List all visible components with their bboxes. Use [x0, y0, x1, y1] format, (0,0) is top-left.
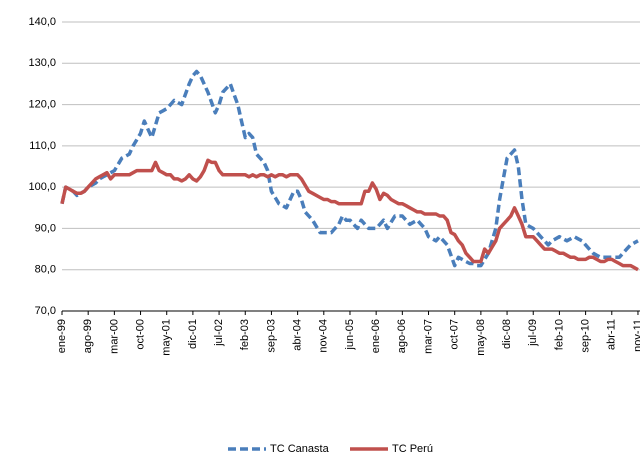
legend-label: TC Canasta [270, 443, 330, 455]
x-tick-label: jul-02 [213, 319, 225, 347]
x-tick-label: sep-03 [265, 319, 277, 353]
y-tick-label: 90,0 [35, 222, 56, 234]
x-tick-label: mar-07 [422, 319, 434, 354]
x-tick-label: dic-08 [501, 319, 513, 349]
line-series [60, 158, 639, 272]
x-tick-label: sep-10 [580, 319, 592, 353]
x-tick-label: feb-10 [553, 319, 565, 350]
y-tick-label: 140,0 [28, 16, 56, 28]
x-tick-label: mar-00 [108, 319, 120, 354]
x-tick-label: ago-99 [82, 319, 94, 353]
x-tick-label: feb-03 [239, 319, 251, 350]
x-tick-label: may-08 [475, 319, 487, 356]
x-tick-label: may-01 [161, 319, 173, 356]
line-series [60, 69, 639, 268]
legend-label: TC Perú [392, 443, 433, 455]
x-tick-label: nov-04 [318, 319, 330, 353]
y-tick-label: 110,0 [29, 140, 56, 152]
x-tick-label: oct-07 [449, 319, 461, 350]
x-tick-label: ene-99 [56, 319, 68, 353]
y-tick-label: 70,0 [35, 305, 56, 317]
y-tick-label: 120,0 [28, 98, 56, 110]
y-tick-label: 100,0 [28, 181, 56, 193]
x-tick-label: ene-06 [370, 319, 382, 353]
y-tick-label: 130,0 [28, 57, 56, 69]
x-tick-label: jul-09 [527, 319, 539, 347]
x-tick-label: abr-04 [292, 319, 304, 351]
x-tick-label: ago-06 [396, 319, 408, 353]
x-tick-label: dic-01 [187, 319, 199, 349]
x-tick-label: oct-00 [134, 319, 146, 350]
y-tick-label: 80,0 [35, 264, 56, 276]
x-tick-label: jun-05 [344, 319, 356, 351]
x-tick-label: abr-11 [606, 319, 618, 350]
x-tick-label: nov-11 [632, 319, 640, 352]
